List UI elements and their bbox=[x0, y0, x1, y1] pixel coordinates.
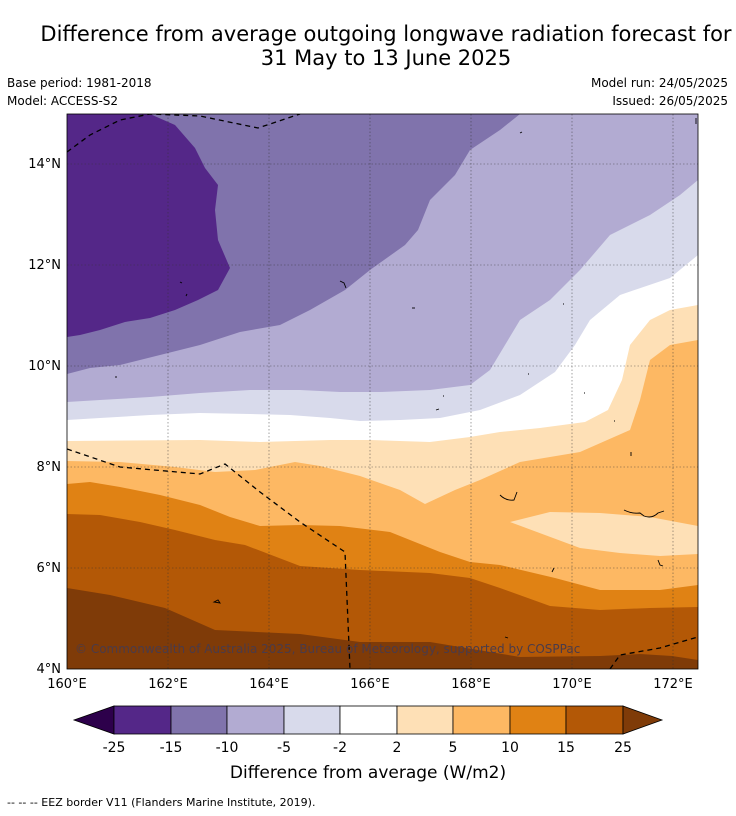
colorbar-bin bbox=[396, 705, 454, 735]
colorbar-bin bbox=[226, 705, 285, 735]
colorbar-extend-low bbox=[72, 705, 115, 735]
lon-label: 164°E bbox=[249, 677, 289, 692]
band-2-5-patch bbox=[510, 512, 698, 556]
lat-label: 4°N bbox=[37, 662, 62, 677]
colorbar-label: Difference from average (W/m2) bbox=[230, 763, 506, 783]
lon-label: 168°E bbox=[451, 677, 491, 692]
colorbar-bin bbox=[565, 705, 624, 735]
colorbar-tick: -10 bbox=[216, 740, 239, 756]
issued-date: Issued: 26/05/2025 bbox=[612, 94, 728, 108]
colorbar-bin bbox=[283, 705, 341, 735]
plot-frame bbox=[66, 113, 699, 670]
title-line-1: Difference from average outgoing longwav… bbox=[40, 22, 732, 46]
colorbar-bin bbox=[339, 705, 398, 735]
lat-label: 8°N bbox=[37, 460, 62, 475]
colorbar-bin bbox=[509, 705, 567, 735]
lon-label: 160°E bbox=[47, 677, 87, 692]
meta-left: Base period: 1981-2018 Model: ACCESS-S2 bbox=[7, 74, 152, 110]
model-name: Model: ACCESS-S2 bbox=[7, 94, 119, 108]
lon-label: 162°E bbox=[148, 677, 188, 692]
gridlines bbox=[67, 114, 698, 669]
colorbar-tick: 25 bbox=[614, 740, 632, 756]
lat-label: 14°N bbox=[28, 157, 61, 172]
lon-axis-labels: 160°E 162°E 164°E 166°E 168°E 170°E 172°… bbox=[47, 677, 693, 692]
lat-label: 10°N bbox=[28, 359, 61, 374]
lat-axis-labels: 14°N 12°N 10°N 8°N 6°N 4°N bbox=[28, 157, 61, 677]
lon-label: 170°E bbox=[552, 677, 592, 692]
colorbar: -25 -15 -10 -5 -2 2 5 10 15 25 Differenc… bbox=[72, 705, 664, 783]
lat-label: 6°N bbox=[37, 561, 62, 576]
lon-label: 166°E bbox=[350, 677, 390, 692]
colorbar-bin bbox=[113, 705, 172, 735]
colorbar-bin bbox=[170, 705, 228, 735]
colorbar-tick: 10 bbox=[501, 740, 519, 756]
islands bbox=[115, 118, 697, 639]
colorbar-tick: 2 bbox=[393, 740, 402, 756]
eez-borders bbox=[67, 114, 698, 669]
anomaly-field bbox=[67, 114, 698, 669]
colorbar-tick: 15 bbox=[557, 740, 575, 756]
copyright-text: © Commonwealth of Australia 2025, Bureau… bbox=[75, 642, 580, 656]
base-period: Base period: 1981-2018 bbox=[7, 76, 152, 90]
eez-footnote: -- -- -- EEZ border V11 (Flanders Marine… bbox=[7, 796, 316, 809]
band-minus-25-minus-15 bbox=[67, 114, 230, 337]
colorbar-extend-high bbox=[622, 705, 664, 735]
colorbar-tick: -15 bbox=[160, 740, 183, 756]
meta-right: Model run: 24/05/2025 Issued: 26/05/2025 bbox=[591, 74, 728, 110]
colorbar-bin bbox=[452, 705, 511, 735]
colorbar-tick: -5 bbox=[277, 740, 291, 756]
lon-label: 172°E bbox=[653, 677, 693, 692]
model-run: Model run: 24/05/2025 bbox=[590, 76, 728, 90]
map-title: Difference from average outgoing longwav… bbox=[0, 22, 736, 70]
colorbar-tick: -25 bbox=[103, 740, 126, 756]
lat-label: 12°N bbox=[28, 258, 61, 273]
colorbar-tick: -2 bbox=[333, 740, 347, 756]
title-line-2: 31 May to 13 June 2025 bbox=[260, 46, 512, 70]
colorbar-tick: 5 bbox=[449, 740, 458, 756]
